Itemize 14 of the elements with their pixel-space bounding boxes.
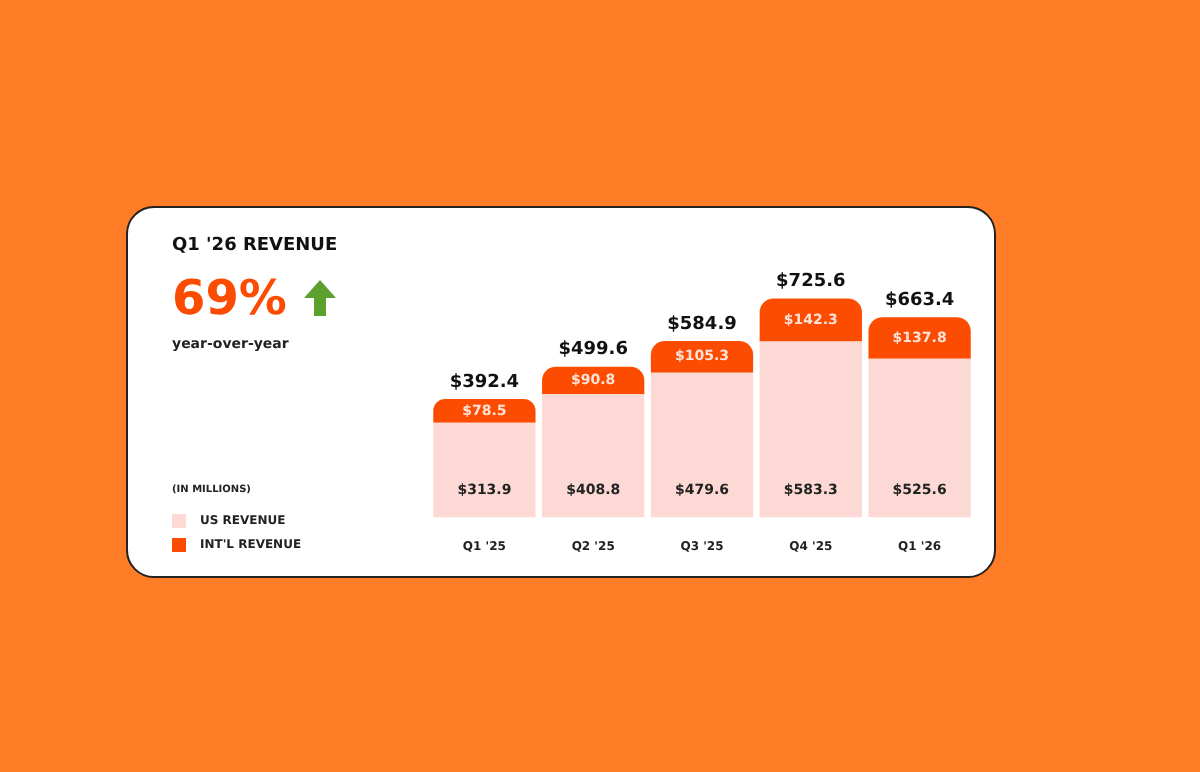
text: 69%: [172, 270, 287, 326]
bar: [759, 298, 862, 342]
total-label: $392.4: [449, 372, 520, 393]
total-label: $584.9: [667, 314, 737, 335]
total-label: $663.4: [884, 290, 955, 311]
bar: [650, 372, 754, 518]
bar: [433, 422, 536, 518]
bar: [542, 394, 645, 518]
total-label: $725.6: [776, 272, 846, 293]
text: Q1 '26 REVENUE: [172, 236, 338, 256]
total-label: $499.6: [558, 340, 628, 361]
bar: [759, 341, 862, 518]
bar: [868, 358, 971, 518]
bar: [868, 317, 971, 359]
